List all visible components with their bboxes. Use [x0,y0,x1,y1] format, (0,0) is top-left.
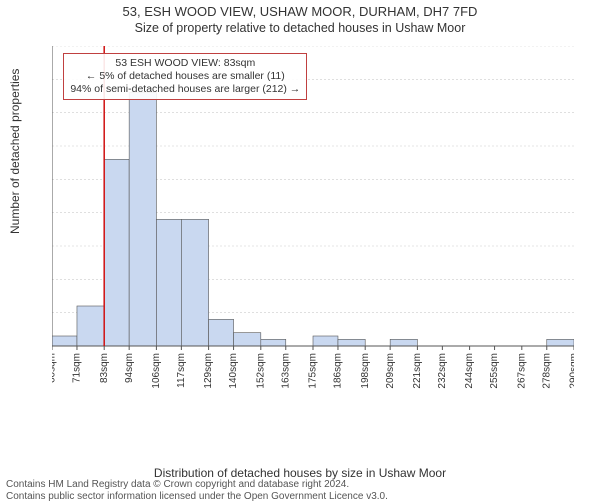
svg-text:83sqm: 83sqm [99,353,110,383]
svg-text:175sqm: 175sqm [308,353,319,389]
svg-text:186sqm: 186sqm [333,353,344,389]
title-line2: Size of property relative to detached ho… [0,21,600,35]
svg-text:267sqm: 267sqm [516,353,527,389]
footer-attribution: Contains HM Land Registry data © Crown c… [6,479,388,502]
annot-line3: 94% of semi-detached houses are larger (… [70,83,300,96]
annotation-box: 53 ESH WOOD VIEW: 83sqm ← 5% of detached… [63,53,307,100]
chart-titles: 53, ESH WOOD VIEW, USHAW MOOR, DURHAM, D… [0,4,600,35]
svg-text:221sqm: 221sqm [412,353,423,389]
svg-text:255sqm: 255sqm [489,353,500,389]
svg-text:198sqm: 198sqm [360,353,371,389]
svg-text:244sqm: 244sqm [464,353,475,389]
svg-text:140sqm: 140sqm [228,353,239,389]
svg-text:60sqm: 60sqm [52,353,58,383]
svg-text:71sqm: 71sqm [72,353,83,383]
svg-text:163sqm: 163sqm [280,353,291,389]
svg-text:117sqm: 117sqm [176,353,187,388]
y-axis-label: Number of detached properties [8,69,22,234]
svg-text:152sqm: 152sqm [255,353,266,389]
svg-text:94sqm: 94sqm [124,353,135,383]
svg-text:278sqm: 278sqm [541,353,552,389]
svg-text:232sqm: 232sqm [437,353,448,389]
chart-area: 010203040506070809060sqm71sqm83sqm94sqm1… [52,46,574,418]
svg-text:129sqm: 129sqm [203,353,214,389]
x-axis-label: Distribution of detached houses by size … [0,466,600,480]
footer-line1: Contains HM Land Registry data © Crown c… [6,479,388,491]
annot-line2: ← 5% of detached houses are smaller (11) [70,70,300,83]
svg-text:106sqm: 106sqm [151,353,162,389]
annot-line1: 53 ESH WOOD VIEW: 83sqm [70,57,300,70]
title-line1: 53, ESH WOOD VIEW, USHAW MOOR, DURHAM, D… [0,4,600,19]
svg-text:209sqm: 209sqm [385,353,396,389]
footer-line2: Contains public sector information licen… [6,491,388,503]
svg-text:290sqm: 290sqm [569,353,574,389]
